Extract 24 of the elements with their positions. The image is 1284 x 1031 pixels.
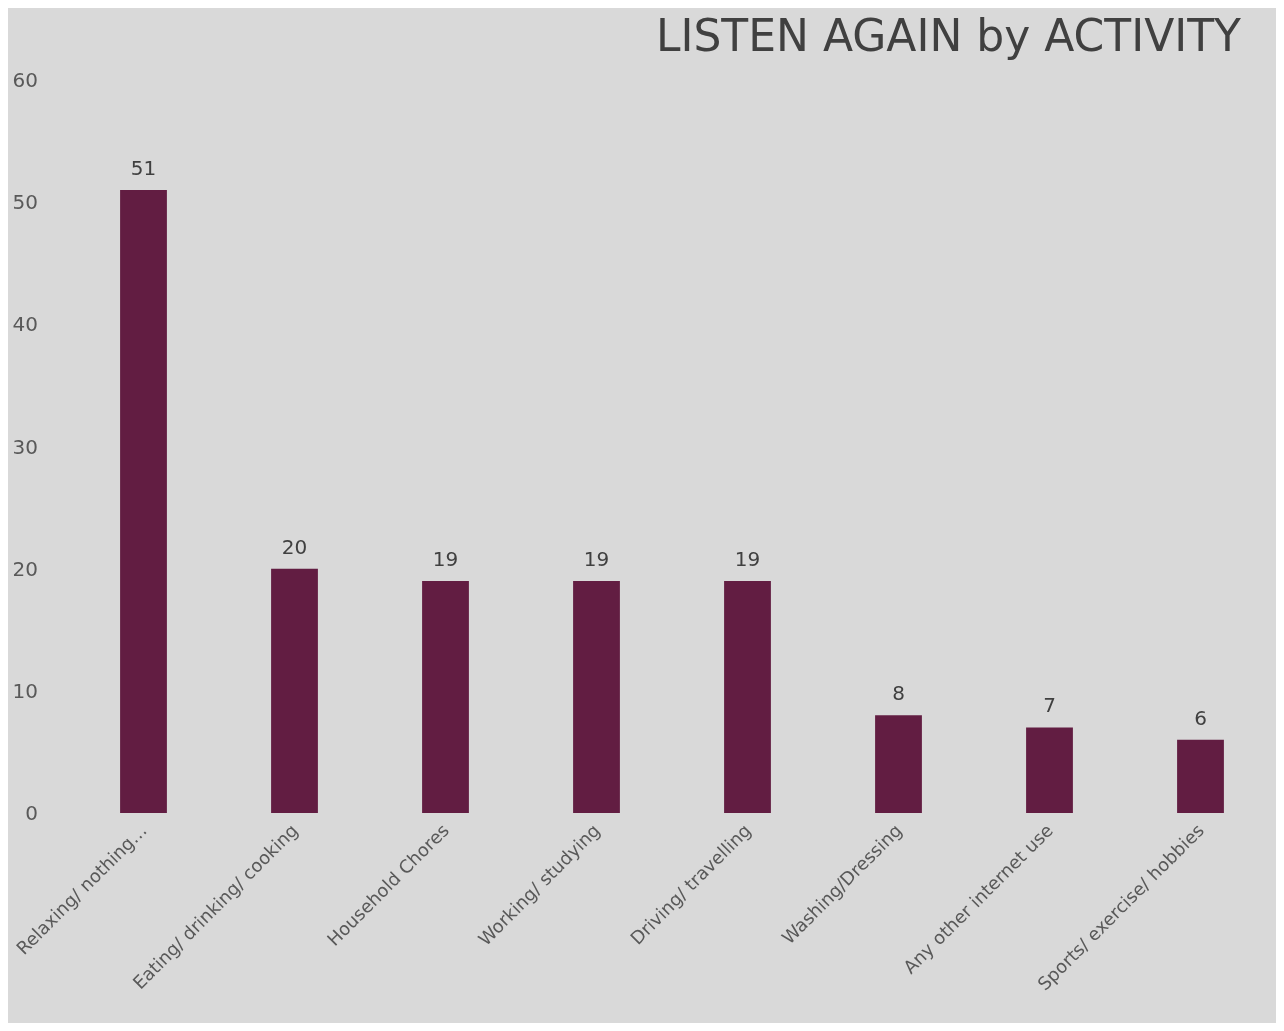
data-label: 20: [281, 534, 308, 559]
bar: [1026, 727, 1073, 813]
data-label: 19: [734, 546, 761, 571]
y-tick-label: 40: [12, 312, 38, 337]
bar: [875, 715, 922, 813]
bar: [573, 580, 620, 813]
y-tick-label: 30: [12, 434, 38, 459]
data-label: 19: [583, 546, 610, 571]
bar: [271, 568, 318, 813]
y-tick-label: 50: [12, 190, 38, 215]
bar: [120, 189, 167, 813]
bar: [724, 580, 771, 813]
y-tick-label: 20: [12, 556, 38, 581]
y-tick-label: 60: [12, 68, 38, 92]
y-tick-label: 10: [12, 678, 38, 703]
bar: [1177, 739, 1224, 813]
data-label: 6: [1194, 705, 1207, 730]
data-label: 8: [892, 681, 905, 706]
y-tick-label: 0: [25, 801, 38, 825]
data-label: 51: [130, 155, 157, 180]
data-label: 7: [1043, 693, 1056, 718]
data-label: 19: [432, 546, 459, 571]
bar: [422, 580, 469, 813]
chart-title: LISTEN AGAIN by ACTIVITY: [655, 9, 1242, 61]
